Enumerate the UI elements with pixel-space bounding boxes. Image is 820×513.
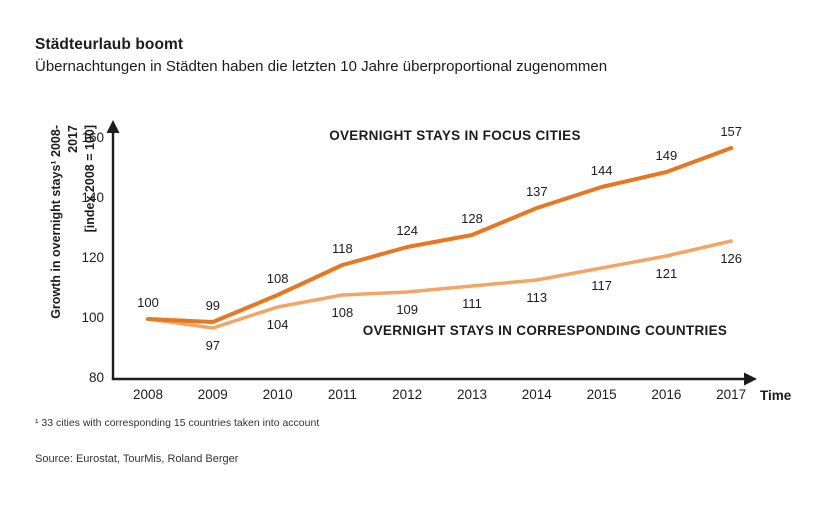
- x-tick-label: 2012: [392, 387, 423, 402]
- data-point-label: 111: [462, 296, 482, 311]
- x-tick-label: 2009: [197, 387, 228, 402]
- data-point-label: 113: [526, 290, 548, 305]
- x-axis-title: Time: [760, 388, 792, 403]
- y-tick-label: 160: [81, 130, 104, 145]
- page-title: Städteurlaub boomt: [35, 36, 184, 53]
- data-point-label: 144: [590, 163, 613, 178]
- y-axis-arrow-icon: [106, 120, 120, 133]
- data-point-label: 97: [205, 338, 221, 353]
- series-line-focus-cities: [146, 146, 734, 324]
- source: Source: Eurostat, TourMis, Roland Berger: [35, 453, 239, 465]
- x-tick-label: 2014: [521, 387, 552, 402]
- data-point-label: 128: [461, 211, 483, 226]
- page-subtitle: Übernachtungen in Städten haben die letz…: [35, 58, 608, 75]
- data-point-label: 121: [655, 266, 678, 281]
- data-point-label: 117: [591, 278, 612, 293]
- x-tick-label: 2008: [132, 387, 164, 402]
- data-point-label: 100: [137, 295, 159, 310]
- data-point-label: 99: [205, 298, 221, 313]
- data-point-label: 118: [332, 241, 353, 256]
- series-label-corresponding-countries: OVERNIGHT STAYS IN CORRESPONDING COUNTRI…: [362, 323, 728, 338]
- x-tick-label: 2015: [586, 387, 617, 402]
- data-point-label: 109: [396, 302, 419, 317]
- y-tick-label: 100: [81, 310, 104, 325]
- y-tick-label: 80: [88, 370, 104, 385]
- x-tick-label: 2011: [327, 387, 357, 402]
- y-tick-label: 120: [81, 250, 104, 265]
- x-tick-label: 2017: [716, 387, 747, 402]
- x-axis-arrow-icon: [744, 372, 757, 386]
- y-tick-label: 140: [81, 190, 104, 205]
- data-point-label: 149: [655, 148, 678, 163]
- series-label-focus-cities: OVERNIGHT STAYS IN FOCUS CITIES: [329, 128, 581, 143]
- data-point-label: 137: [525, 184, 548, 199]
- x-tick-label: 2016: [651, 387, 682, 402]
- data-point-label: 108: [331, 305, 354, 320]
- data-point-label: 157: [720, 124, 743, 139]
- x-tick-label: 2010: [262, 387, 293, 402]
- x-tick-label: 2013: [456, 387, 488, 402]
- data-point-label: 104: [266, 317, 289, 332]
- footnote: ¹ 33 cities with corresponding 15 countr…: [35, 417, 320, 429]
- series-line-corresponding-countries: [146, 239, 733, 330]
- data-point-label: 124: [396, 223, 419, 238]
- data-point-label: 126: [720, 251, 743, 266]
- data-point-label: 108: [266, 271, 289, 286]
